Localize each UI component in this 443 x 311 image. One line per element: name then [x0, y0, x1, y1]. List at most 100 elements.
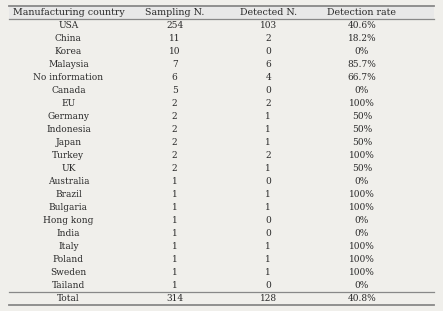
- Text: 1: 1: [172, 281, 178, 290]
- Text: 0: 0: [265, 47, 271, 56]
- Text: 1: 1: [265, 242, 271, 251]
- Text: 254: 254: [166, 21, 183, 30]
- Bar: [9, 279, 434, 292]
- Bar: [9, 136, 434, 149]
- Text: Malaysia: Malaysia: [48, 60, 89, 69]
- Bar: [9, 162, 434, 175]
- Text: 50%: 50%: [352, 164, 372, 173]
- Text: Brazil: Brazil: [55, 190, 82, 199]
- Text: India: India: [57, 229, 80, 238]
- Text: 6: 6: [172, 73, 178, 82]
- Bar: [9, 32, 434, 45]
- Text: 11: 11: [169, 34, 180, 43]
- Text: 0%: 0%: [355, 229, 369, 238]
- Text: 0: 0: [265, 229, 271, 238]
- Text: 0: 0: [265, 86, 271, 95]
- Bar: [9, 149, 434, 162]
- Text: 1: 1: [172, 177, 178, 186]
- Text: 1: 1: [265, 112, 271, 121]
- Bar: [9, 227, 434, 240]
- Bar: [9, 71, 434, 84]
- Text: 1: 1: [172, 216, 178, 225]
- Text: 1: 1: [265, 125, 271, 134]
- Text: 18.2%: 18.2%: [347, 34, 376, 43]
- Text: EU: EU: [61, 99, 75, 108]
- Text: 0%: 0%: [355, 281, 369, 290]
- Text: Poland: Poland: [53, 255, 84, 264]
- Text: 0%: 0%: [355, 177, 369, 186]
- Bar: [9, 214, 434, 227]
- Text: 2: 2: [172, 125, 178, 134]
- Text: Sampling N.: Sampling N.: [145, 8, 204, 17]
- Text: 0: 0: [265, 177, 271, 186]
- Text: Australia: Australia: [48, 177, 89, 186]
- Text: No information: No information: [33, 73, 104, 82]
- Bar: [9, 175, 434, 188]
- Text: 2: 2: [265, 151, 271, 160]
- Bar: [9, 84, 434, 97]
- Text: 0: 0: [265, 216, 271, 225]
- Text: Total: Total: [57, 294, 80, 303]
- Text: 50%: 50%: [352, 138, 372, 147]
- Text: 10: 10: [169, 47, 180, 56]
- Text: UK: UK: [61, 164, 76, 173]
- Text: 66.7%: 66.7%: [347, 73, 376, 82]
- Text: Japan: Japan: [55, 138, 82, 147]
- Bar: [9, 201, 434, 214]
- Text: Germany: Germany: [47, 112, 89, 121]
- Text: Canada: Canada: [51, 86, 85, 95]
- Bar: [9, 292, 434, 305]
- Text: 2: 2: [265, 34, 271, 43]
- Text: 2: 2: [265, 99, 271, 108]
- Text: 2: 2: [172, 164, 178, 173]
- Bar: [9, 45, 434, 58]
- Text: 0%: 0%: [355, 47, 369, 56]
- Text: 2: 2: [172, 112, 178, 121]
- Text: Hong kong: Hong kong: [43, 216, 93, 225]
- Text: 128: 128: [260, 294, 277, 303]
- Bar: [9, 110, 434, 123]
- Text: Sweden: Sweden: [50, 268, 86, 277]
- Text: 50%: 50%: [352, 125, 372, 134]
- Text: 100%: 100%: [349, 151, 375, 160]
- Text: 40.8%: 40.8%: [347, 294, 376, 303]
- Bar: [9, 6, 434, 19]
- Text: Turkey: Turkey: [52, 151, 85, 160]
- Text: 40.6%: 40.6%: [347, 21, 376, 30]
- Text: 0%: 0%: [355, 216, 369, 225]
- Text: China: China: [55, 34, 82, 43]
- Bar: [9, 58, 434, 71]
- Text: 100%: 100%: [349, 99, 375, 108]
- Bar: [9, 97, 434, 110]
- Bar: [9, 188, 434, 201]
- Text: 100%: 100%: [349, 268, 375, 277]
- Text: 100%: 100%: [349, 255, 375, 264]
- Text: 314: 314: [166, 294, 183, 303]
- Text: 85.7%: 85.7%: [347, 60, 376, 69]
- Text: 1: 1: [265, 268, 271, 277]
- Text: 1: 1: [265, 190, 271, 199]
- Text: Detected N.: Detected N.: [240, 8, 297, 17]
- Text: 2: 2: [172, 151, 178, 160]
- Text: 1: 1: [265, 203, 271, 212]
- Text: 103: 103: [260, 21, 277, 30]
- Text: Tailand: Tailand: [52, 281, 85, 290]
- Text: 1: 1: [172, 203, 178, 212]
- Text: 7: 7: [172, 60, 178, 69]
- Text: 100%: 100%: [349, 203, 375, 212]
- Text: 5: 5: [172, 86, 178, 95]
- Text: Italy: Italy: [58, 242, 79, 251]
- Text: 1: 1: [265, 255, 271, 264]
- Text: Manufacturing country: Manufacturing country: [12, 8, 124, 17]
- Text: USA: USA: [58, 21, 78, 30]
- Text: 1: 1: [172, 190, 178, 199]
- Text: 100%: 100%: [349, 190, 375, 199]
- Text: 100%: 100%: [349, 242, 375, 251]
- Text: Indonesia: Indonesia: [46, 125, 91, 134]
- Text: 0%: 0%: [355, 86, 369, 95]
- Text: 1: 1: [172, 229, 178, 238]
- Text: 1: 1: [265, 138, 271, 147]
- Text: 2: 2: [172, 138, 178, 147]
- Text: 2: 2: [172, 99, 178, 108]
- Text: Detection rate: Detection rate: [327, 8, 396, 17]
